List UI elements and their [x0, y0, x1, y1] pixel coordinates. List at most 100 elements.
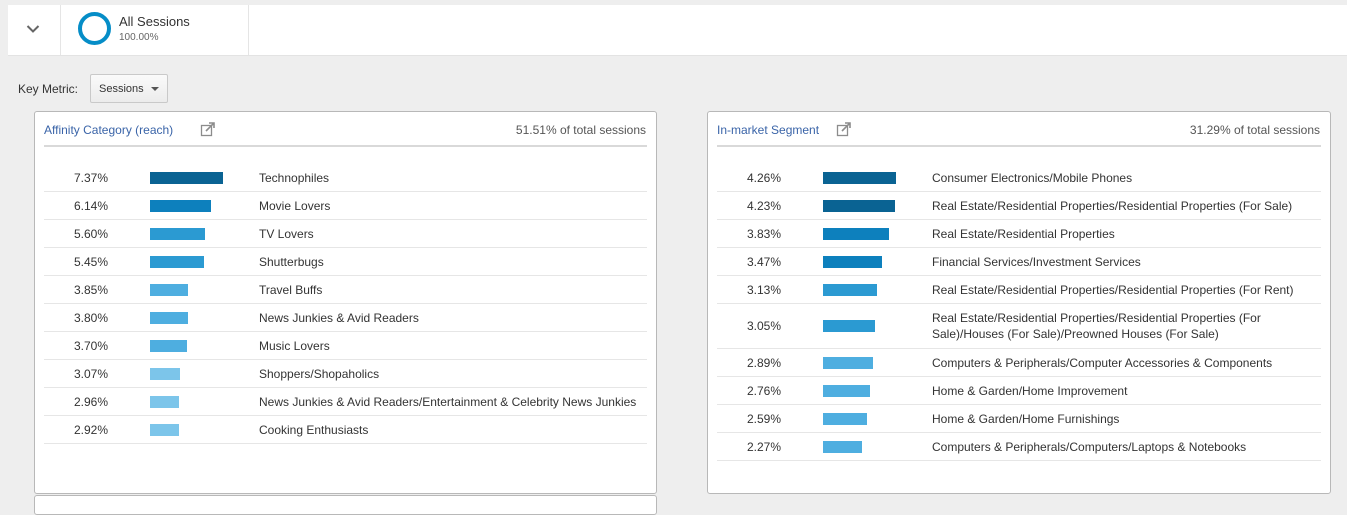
row-value: 5.60%	[73, 226, 108, 241]
row-label: Consumer Electronics/Mobile Phones	[932, 170, 1133, 185]
row-bar	[150, 423, 179, 436]
row-label: TV Lovers	[259, 226, 314, 241]
panel-title-link[interactable]: In-market Segment	[717, 123, 820, 137]
panel-title-link[interactable]: Affinity Category (reach)	[44, 123, 174, 137]
row-bar	[823, 255, 882, 268]
table-row: 2.96% News Junkies & Avid Readers/Enterta…	[44, 388, 647, 416]
table-row: 7.37% Technophiles	[44, 164, 647, 192]
row-label: Computers & Peripherals/Computers/Laptop…	[932, 439, 1247, 454]
row-value: 2.59%	[746, 411, 781, 426]
table-row: 3.83% Real Estate/Residential Properties	[717, 220, 1321, 248]
row-bar	[150, 283, 188, 296]
row-label: Real Estate/Residential Properties	[932, 226, 1115, 241]
segment-name: All Sessions	[119, 14, 190, 29]
row-value: 3.07%	[73, 366, 108, 381]
affinity-category-panel: Affinity Category (reach) 51.51% of tota…	[34, 111, 657, 494]
row-label: Financial Services/Investment Services	[932, 254, 1141, 269]
row-value: 2.27%	[746, 439, 781, 454]
row-bar	[823, 171, 896, 184]
table-row: 4.23% Real Estate/Residential Properties/…	[717, 192, 1321, 220]
row-value: 3.47%	[746, 254, 781, 269]
row-bar	[150, 255, 204, 268]
table-row: 3.47% Financial Services/Investment Servi…	[717, 248, 1321, 276]
row-bar	[150, 199, 211, 212]
row-value: 3.80%	[73, 310, 108, 325]
open-report-icon[interactable]	[200, 121, 216, 140]
table-row: 3.80% News Junkies & Avid Readers	[44, 304, 647, 332]
table-row: 3.13% Real Estate/Residential Properties/…	[717, 276, 1321, 304]
row-value: 2.76%	[746, 383, 781, 398]
row-label: Travel Buffs	[259, 282, 323, 297]
row-value: 2.96%	[73, 394, 108, 409]
segment-percent: 100.00%	[119, 32, 159, 43]
segment-ring-icon	[78, 12, 111, 45]
row-bar	[823, 412, 867, 425]
segment-all-sessions[interactable]: All Sessions 100.00%	[60, 5, 249, 55]
row-label: Music Lovers	[259, 338, 330, 353]
panel-subtitle: 31.29% of total sessions	[1189, 123, 1320, 137]
table-row: 3.85% Travel Buffs	[44, 276, 647, 304]
segment-collapse-button[interactable]	[8, 5, 61, 55]
row-bar	[150, 339, 187, 352]
key-metric-value: Sessions	[99, 83, 144, 95]
chevron-down-icon	[26, 25, 40, 33]
panel-header: Affinity Category (reach) 51.51% of tota…	[44, 112, 647, 147]
caret-down-icon	[151, 87, 159, 91]
table-row: 3.05% Real Estate/Residential Properties/…	[717, 304, 1321, 349]
row-label: Real Estate/Residential Properties/Resid…	[932, 311, 1261, 341]
row-label: Real Estate/Residential Properties/Resid…	[932, 198, 1293, 213]
table-row: 2.92% Cooking Enthusiasts	[44, 416, 647, 444]
table-row: 6.14% Movie Lovers	[44, 192, 647, 220]
row-label: News Junkies & Avid Readers/Entertainmen…	[259, 394, 637, 409]
row-bar	[823, 384, 870, 397]
in-market-rows: 4.26% Consumer Electronics/Mobile Phones 4…	[717, 164, 1321, 461]
row-label: Movie Lovers	[259, 198, 331, 213]
row-value: 3.13%	[746, 282, 781, 297]
row-label: Computers & Peripherals/Computer Accesso…	[932, 355, 1273, 370]
row-bar	[150, 311, 188, 324]
row-bar	[823, 320, 875, 332]
row-value: 3.85%	[73, 282, 108, 297]
row-bar	[823, 227, 889, 240]
table-row: 2.27% Computers & Peripherals/Computers/L…	[717, 433, 1321, 461]
affinity-rows: 7.37% Technophiles 6.14% Movie Lovers 5.60% T…	[44, 164, 647, 444]
row-value: 2.89%	[746, 355, 781, 370]
row-value: 6.14%	[73, 198, 108, 213]
row-value: 7.37%	[73, 170, 108, 185]
row-bar	[150, 395, 179, 408]
row-value: 3.83%	[746, 226, 781, 241]
table-row: 2.76% Home & Garden/Home Improvement	[717, 377, 1321, 405]
table-row: 2.89% Computers & Peripherals/Computer Ac…	[717, 349, 1321, 377]
row-label: Shutterbugs	[259, 254, 324, 269]
row-value: 2.92%	[73, 422, 108, 437]
in-market-segment-panel: In-market Segment 31.29% of total sessio…	[707, 111, 1331, 494]
row-bar	[823, 283, 877, 296]
row-value: 4.23%	[746, 198, 781, 213]
row-label: Home & Garden/Home Furnishings	[932, 411, 1120, 426]
segment-bar: All Sessions 100.00%	[8, 5, 1347, 56]
row-label: Home & Garden/Home Improvement	[932, 383, 1128, 398]
row-value: 3.05%	[746, 319, 781, 333]
table-row: 5.60% TV Lovers	[44, 220, 647, 248]
open-report-icon[interactable]	[836, 121, 852, 140]
panel-header: In-market Segment 31.29% of total sessio…	[717, 112, 1321, 147]
key-metric-label: Key Metric:	[18, 82, 79, 96]
panel-subtitle: 51.51% of total sessions	[515, 123, 646, 137]
row-label: News Junkies & Avid Readers	[259, 310, 419, 325]
row-bar	[823, 356, 873, 369]
row-value: 3.70%	[73, 338, 108, 353]
row-bar	[150, 227, 205, 240]
row-bar	[823, 199, 895, 212]
table-row: 3.70% Music Lovers	[44, 332, 647, 360]
row-label: Cooking Enthusiasts	[259, 422, 369, 437]
table-row: 5.45% Shutterbugs	[44, 248, 647, 276]
row-label: Shoppers/Shopaholics	[259, 366, 380, 381]
table-row: 4.26% Consumer Electronics/Mobile Phones	[717, 164, 1321, 192]
table-row: 3.07% Shoppers/Shopaholics	[44, 360, 647, 388]
table-row: 2.59% Home & Garden/Home Furnishings	[717, 405, 1321, 433]
key-metric-select[interactable]: Sessions	[90, 74, 168, 103]
row-label: Technophiles	[259, 170, 330, 185]
row-value: 4.26%	[746, 170, 781, 185]
row-label: Real Estate/Residential Properties/Resid…	[932, 282, 1294, 297]
row-value: 5.45%	[73, 254, 108, 269]
